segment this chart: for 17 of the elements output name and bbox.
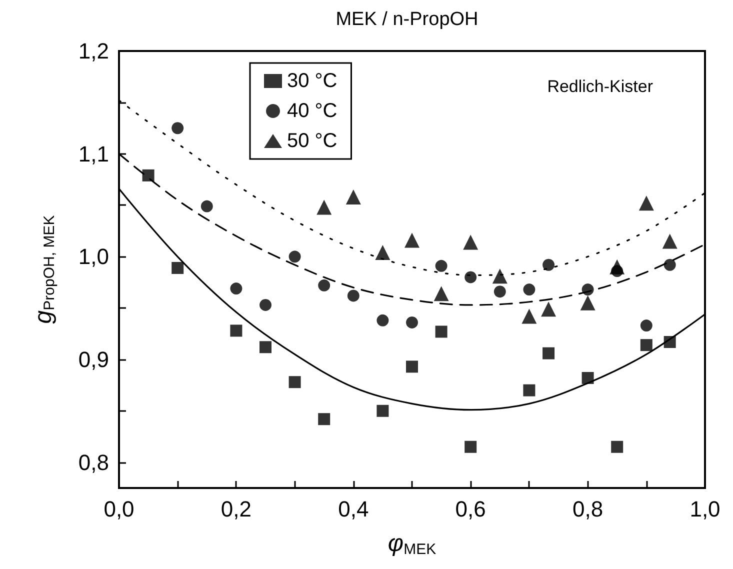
y-tick-label: 1,2 bbox=[78, 38, 109, 64]
y-axis-title: gPropOH, MEK bbox=[30, 215, 58, 324]
y-tick-label: 0,9 bbox=[78, 346, 109, 372]
x-tick-label: 0,8 bbox=[572, 496, 604, 522]
x-tick-label: 0,6 bbox=[455, 496, 486, 522]
legend-label: 40 °C bbox=[287, 100, 338, 122]
x-tick-label: 1,0 bbox=[690, 496, 720, 522]
y-tick-label: 1,0 bbox=[78, 244, 109, 270]
y-tick-label: 1,1 bbox=[78, 141, 109, 166]
x-tick-label: 0,4 bbox=[338, 496, 369, 522]
x-tick-label: 0,2 bbox=[220, 496, 252, 522]
y-tick-label: 0,8 bbox=[78, 450, 109, 475]
annotation: Redlich-Kister bbox=[547, 77, 654, 96]
x-tick-label: 0,0 bbox=[104, 496, 134, 522]
legend-label: 50 °C bbox=[287, 130, 338, 152]
legend-label: 30 °C bbox=[287, 70, 338, 92]
chart-title: MEK / n-PropOH bbox=[336, 9, 478, 30]
